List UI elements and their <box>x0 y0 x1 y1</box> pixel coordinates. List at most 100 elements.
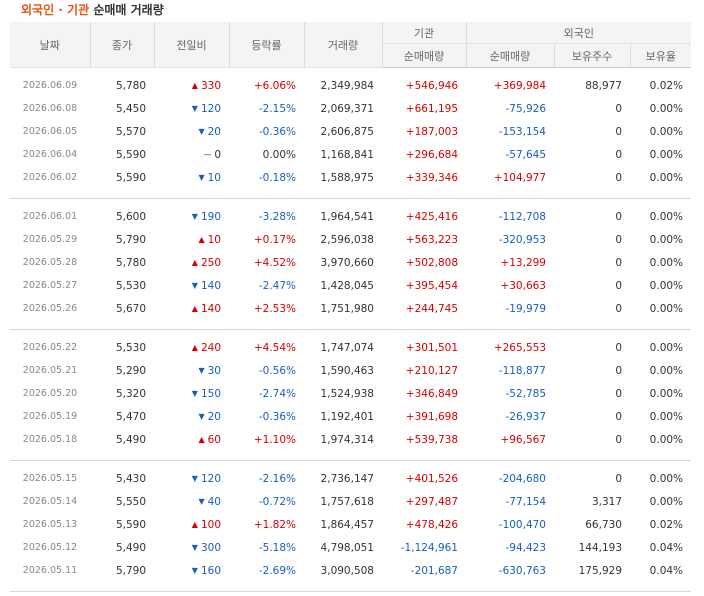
header-institution: 기관 <box>381 22 466 44</box>
holding-ratio-cell: 0.00% <box>649 233 684 246</box>
change-cell: ▼ 20 <box>154 405 229 428</box>
institution-net-cell: +478,426 <box>405 518 458 531</box>
table-body: 2026.06.09 5,780 ▲ 330 +6.06% 2,349,984 +546,9… <box>10 68 692 592</box>
holdings-cell: 175,929 <box>578 564 622 577</box>
table-row: 2026.05.21 5,290 ▼ 30 -0.56% 1,590,463 +210,12… <box>10 359 691 382</box>
change-cell: ▼ 20 <box>154 120 229 143</box>
institution-net-cell: +296,684 <box>405 148 458 161</box>
change-value: 0 <box>214 148 221 161</box>
date-cell: 2026.06.08 <box>22 103 78 114</box>
holding-ratio-cell: 0.00% <box>649 387 684 400</box>
change-value: 330 <box>200 79 221 92</box>
foreign-institution-table: 날짜 종가 전일비 등락률 거래량 기관 외국인 순매매량 순매매량 보유주수 … <box>10 22 692 592</box>
holding-ratio-cell: 0.00% <box>649 125 684 138</box>
change-cell: —0 <box>154 143 229 166</box>
change-rate-cell: +6.06% <box>253 79 296 92</box>
volume-cell: 1,747,074 <box>320 341 374 354</box>
group-divider <box>10 451 692 461</box>
change-value: 150 <box>200 387 221 400</box>
holding-ratio-cell: 0.00% <box>649 410 684 423</box>
volume-cell: 1,590,463 <box>320 364 374 377</box>
holdings-cell: 0 <box>615 279 622 292</box>
close-price-cell: 5,530 <box>115 341 146 354</box>
group-divider <box>10 320 692 330</box>
up-arrow-icon: ▲ <box>191 303 198 313</box>
date-cell: 2026.05.12 <box>22 542 78 553</box>
foreign-net-cell: +13,299 <box>500 256 546 269</box>
change-value: 100 <box>200 518 221 531</box>
header-close: 종가 <box>89 22 154 68</box>
table-row: 2026.06.04 5,590—0 0.00% 1,168,841 +296,684-… <box>10 143 691 166</box>
change-value: 10 <box>207 233 221 246</box>
change-value: 140 <box>200 279 221 292</box>
change-value: 40 <box>207 495 221 508</box>
table-row: 2026.06.08 5,450 ▼ 120 -2.15% 2,069,371 +661,1… <box>10 97 691 120</box>
change-rate-cell: +2.53% <box>253 302 296 315</box>
close-price-cell: 5,530 <box>115 279 146 292</box>
change-rate-cell: -5.18% <box>258 541 296 554</box>
table-row: 2026.05.29 5,790 ▲ 10 +0.17% 2,596,038 +563,22… <box>10 228 691 251</box>
foreign-net-cell: -100,470 <box>498 518 546 531</box>
foreign-net-cell: -630,763 <box>498 564 546 577</box>
holding-ratio-cell: 0.04% <box>649 564 684 577</box>
close-price-cell: 5,600 <box>115 210 146 223</box>
foreign-net-cell: -26,937 <box>505 410 546 423</box>
down-arrow-icon: ▼ <box>198 496 205 506</box>
volume-cell: 2,596,038 <box>320 233 374 246</box>
close-price-cell: 5,780 <box>115 256 146 269</box>
group-divider <box>10 582 692 592</box>
change-rate-cell: -2.47% <box>258 279 296 292</box>
holdings-cell: 3,317 <box>591 495 622 508</box>
up-arrow-icon: ▲ <box>191 519 198 529</box>
institution-net-cell: +563,223 <box>405 233 458 246</box>
date-cell: 2026.06.05 <box>22 126 78 137</box>
close-price-cell: 5,790 <box>115 233 146 246</box>
change-rate-cell: 0.00% <box>262 148 296 161</box>
volume-cell: 3,090,508 <box>320 564 374 577</box>
change-value: 20 <box>207 410 221 423</box>
header-holdings: 보유주수 <box>553 43 630 68</box>
volume-cell: 2,349,984 <box>320 79 374 92</box>
title-net-trading-volume: 순매매 거래량 <box>93 3 164 17</box>
holding-ratio-cell: 0.00% <box>649 148 684 161</box>
header-inst-net: 순매매량 <box>381 43 466 68</box>
volume-cell: 1,974,314 <box>320 433 374 446</box>
close-price-cell: 5,470 <box>115 410 146 423</box>
volume-cell: 1,168,841 <box>320 148 374 161</box>
institution-net-cell: -1,124,961 <box>400 541 458 554</box>
change-rate-cell: +1.82% <box>253 518 296 531</box>
institution-net-cell: -201,687 <box>410 564 458 577</box>
down-arrow-icon: ▼ <box>191 388 198 398</box>
change-rate-cell: -0.36% <box>258 410 296 423</box>
date-cell: 2026.05.19 <box>22 411 78 422</box>
table-row: 2026.06.02 5,590 ▼ 10 -0.18% 1,588,975 +339,34… <box>10 166 691 189</box>
change-cell: ▲ 140 <box>154 297 229 320</box>
change-value: 120 <box>200 472 221 485</box>
date-cell: 2026.05.22 <box>22 342 78 353</box>
table-header: 날짜 종가 전일비 등락률 거래량 기관 외국인 순매매량 순매매량 보유주수 … <box>10 22 692 68</box>
volume-cell: 1,428,045 <box>320 279 374 292</box>
down-arrow-icon: ▼ <box>198 126 205 136</box>
table-row: 2026.05.12 5,490 ▼ 300 -5.18% 4,798,051 -1,124… <box>10 536 691 559</box>
flat-dash-icon: — <box>203 149 212 159</box>
foreign-net-cell: +369,984 <box>493 79 546 92</box>
holdings-cell: 0 <box>615 472 622 485</box>
holdings-cell: 0 <box>615 102 622 115</box>
header-ratio: 보유율 <box>629 43 692 68</box>
down-arrow-icon: ▼ <box>191 473 198 483</box>
institution-net-cell: +244,745 <box>405 302 458 315</box>
institution-net-cell: +502,808 <box>405 256 458 269</box>
change-value: 140 <box>200 302 221 315</box>
holding-ratio-cell: 0.00% <box>649 433 684 446</box>
date-cell: 2026.05.15 <box>22 473 78 484</box>
institution-net-cell: +401,526 <box>405 472 458 485</box>
volume-cell: 3,970,660 <box>320 256 374 269</box>
change-cell: ▲ 10 <box>154 228 229 251</box>
table-row: 2026.05.27 5,530 ▼ 140 -2.47% 1,428,045 +395,4… <box>10 274 691 297</box>
holding-ratio-cell: 0.00% <box>649 495 684 508</box>
close-price-cell: 5,490 <box>115 433 146 446</box>
header-change: 전일비 <box>153 22 229 68</box>
holding-ratio-cell: 0.00% <box>649 256 684 269</box>
date-cell: 2026.06.09 <box>22 80 78 91</box>
change-rate-cell: -3.28% <box>258 210 296 223</box>
